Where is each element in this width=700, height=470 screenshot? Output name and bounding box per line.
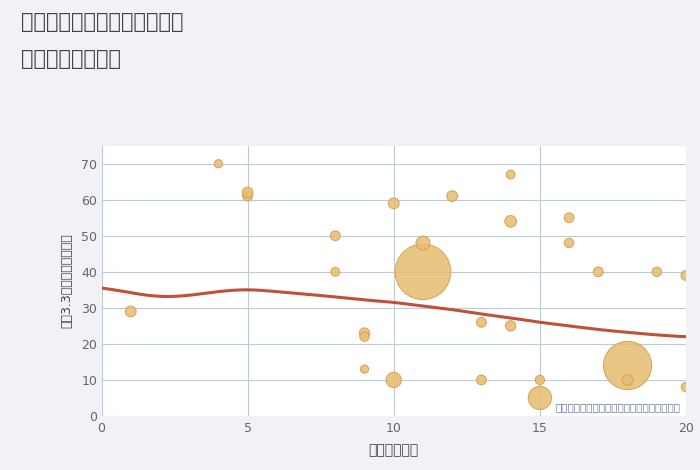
Point [213,160,224,167]
Text: 千葉県長生郡長柄町長柄山の: 千葉県長生郡長柄町長柄山の [21,12,183,32]
Text: 円の大きさは、取引のあった物件面積を示す: 円の大きさは、取引のあった物件面積を示す [555,402,680,412]
Point [359,365,370,373]
Y-axis label: 坪（3.3㎡）単価（万円）: 坪（3.3㎡）単価（万円） [60,234,73,328]
Point [417,268,428,275]
Point [622,376,634,384]
Point [417,239,428,247]
Point [505,322,517,329]
Point [505,218,517,225]
Point [447,192,458,200]
Point [388,376,399,384]
Point [622,362,634,369]
Point [388,200,399,207]
Point [534,376,545,384]
Point [680,272,692,279]
Point [359,333,370,340]
Point [680,384,692,391]
Text: 駅距離別土地価格: 駅距離別土地価格 [21,49,121,70]
Point [564,214,575,221]
Point [330,268,341,275]
Point [125,308,136,315]
Point [534,394,545,402]
Point [242,192,253,200]
Point [476,319,487,326]
X-axis label: 駅距離（分）: 駅距離（分） [369,443,419,457]
Point [330,232,341,240]
Point [476,376,487,384]
Point [564,239,575,247]
Point [593,268,604,275]
Point [242,189,253,196]
Point [359,329,370,337]
Point [651,268,662,275]
Point [505,171,517,178]
